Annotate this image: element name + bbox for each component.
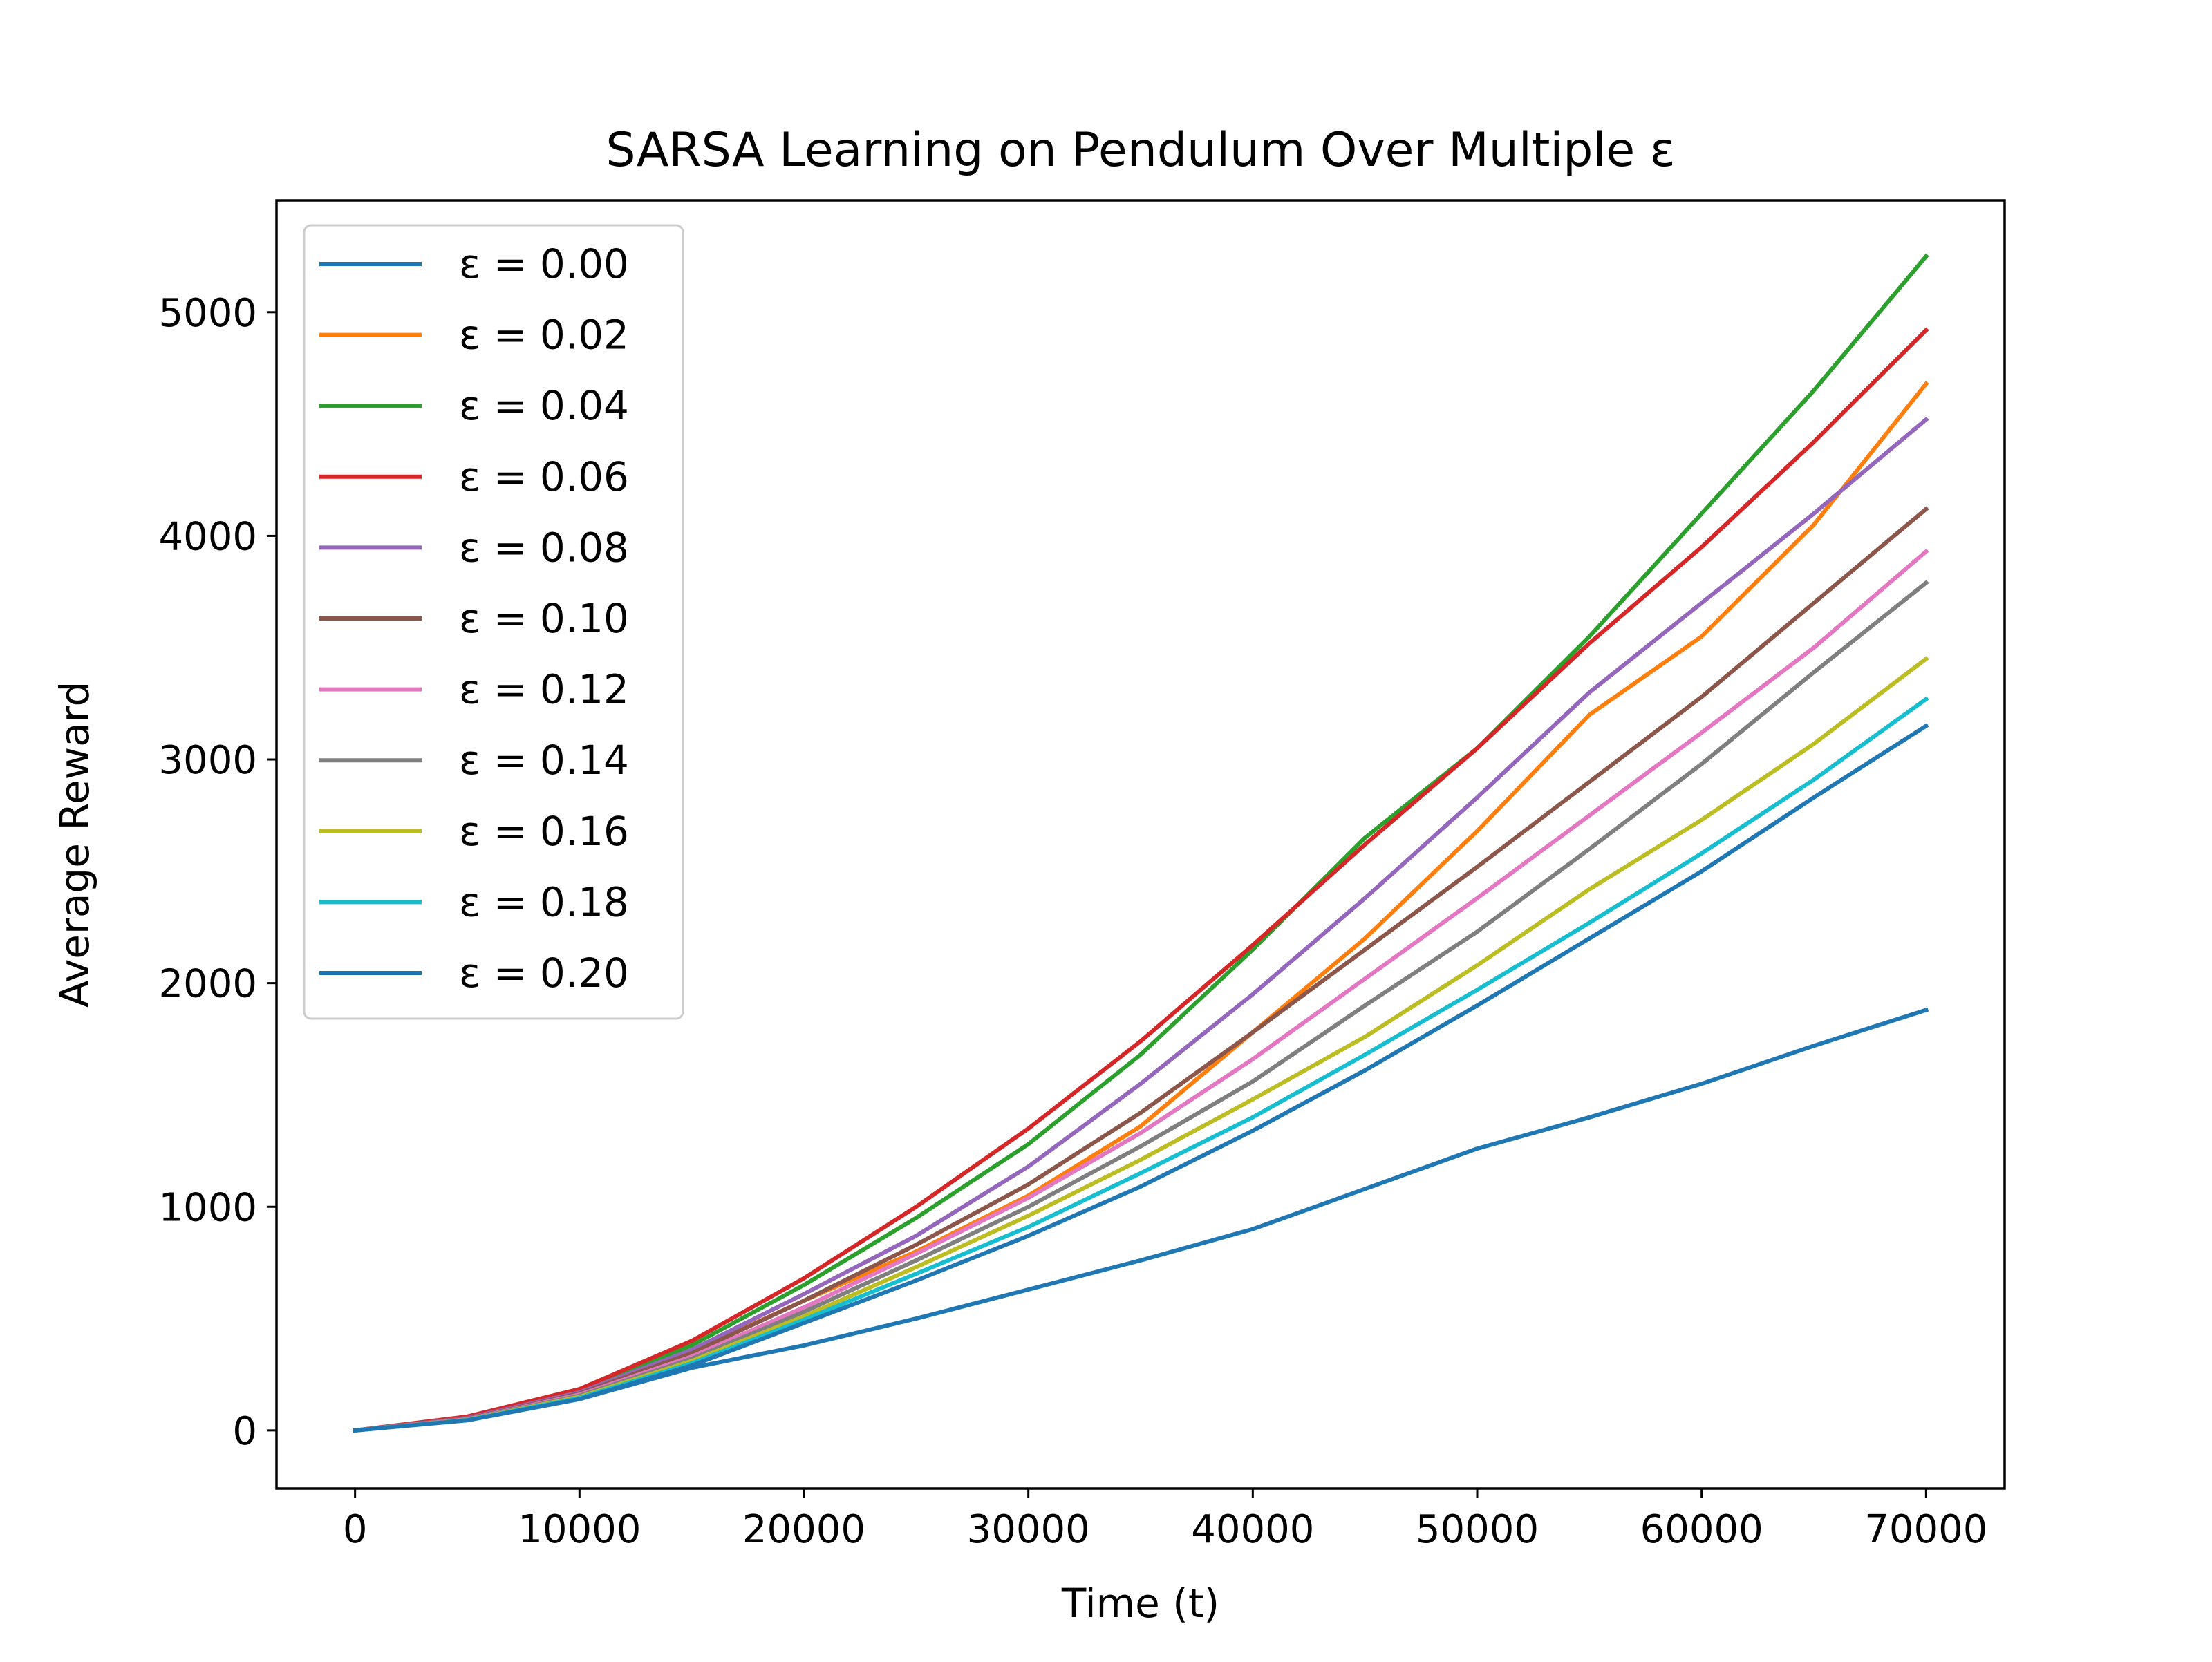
x-tick-label: 0 [343,1507,368,1552]
series-line-10 [353,723,1929,1433]
y-tick-label: 2000 [158,962,257,1007]
y-tick-label: 5000 [158,291,257,336]
legend-label-9: ε = 0.18 [459,878,629,925]
legend-box [303,224,684,1020]
y-tick-label: 1000 [158,1185,257,1230]
legend-label-10: ε = 0.20 [459,950,629,997]
x-tick-label: 50000 [1416,1507,1539,1552]
legend-label-5: ε = 0.10 [459,595,629,642]
x-axis-label: Time (t) [1061,1580,1219,1627]
series-layer [353,253,1929,1433]
legend-label-4: ε = 0.08 [459,524,629,571]
x-tick-label: 60000 [1640,1507,1763,1552]
y-axis-label: Average Reward [51,681,98,1008]
legend-label-6: ε = 0.12 [459,666,629,713]
legend-label-8: ε = 0.16 [459,808,629,855]
x-tick-label: 40000 [1191,1507,1314,1552]
legend-label-1: ε = 0.02 [459,312,629,359]
x-tick-label: 20000 [742,1507,865,1552]
y-tick-label: 0 [232,1409,257,1454]
legend-label-7: ε = 0.14 [459,737,629,784]
legend-label-0: ε = 0.00 [459,240,629,287]
y-tick-label: 4000 [158,514,257,559]
x-axis: 0 10000 20000 30000 40000 50000 60000 70000 [343,1489,1987,1552]
x-tick-label: 70000 [1864,1507,1987,1552]
x-tick-label: 30000 [967,1507,1090,1552]
plot-frame [275,199,2006,1490]
legend: ε = 0.00 ε = 0.02 ε = 0.04 ε = 0.06 ε = 0.08… [303,224,684,1020]
x-tick-label: 10000 [518,1507,641,1552]
y-tick-label: 3000 [158,738,257,783]
legend-items: ε = 0.00 ε = 0.02 ε = 0.04 ε = 0.06 ε = 0.08… [319,240,629,997]
legend-label-2: ε = 0.04 [459,382,629,429]
chart-title: SARSA Learning on Pendulum Over Multiple… [606,123,1675,178]
series-line-3 [353,327,1929,1433]
y-axis: 0 1000 2000 3000 4000 5000 [158,291,276,1454]
series-line-2 [353,253,1929,1433]
legend-label-3: ε = 0.06 [459,453,629,500]
